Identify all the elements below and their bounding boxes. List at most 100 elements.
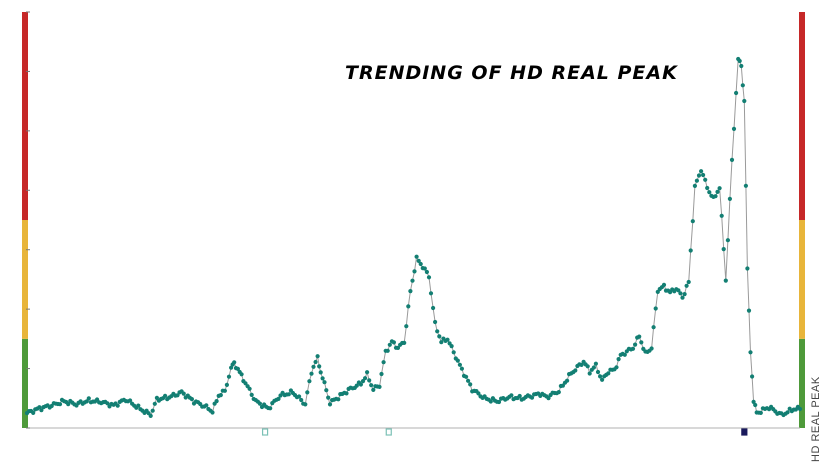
data-point [684,283,689,288]
data-point [600,377,605,382]
data-point [320,376,325,381]
data-point [439,340,444,345]
data-point [546,396,551,401]
data-point [748,350,753,355]
data-point [694,178,700,183]
data-point [367,378,372,383]
data-point [365,370,370,375]
data-point [729,157,735,162]
data-point [39,408,44,413]
data-point [305,390,310,395]
data-point [235,366,240,371]
data-point [705,185,710,191]
data-point [268,406,273,411]
data-point [426,275,432,280]
data-point [701,172,706,178]
data-point [204,403,209,408]
data-point [745,266,750,271]
data-point [418,261,423,267]
data-point [247,386,252,391]
data-point [715,189,720,194]
data-point [637,334,642,339]
data-point [585,364,590,369]
event-markers [261,428,748,436]
data-point [317,364,322,369]
data-point [371,387,376,392]
data-point [249,392,254,397]
data-point [402,340,407,345]
data-point [468,382,473,387]
data-point [210,410,215,415]
data-point [682,292,687,297]
data-point [307,379,312,384]
data-point [218,393,223,398]
data-point [455,358,460,363]
series-line [26,57,801,417]
data-point [226,374,232,379]
data-point [560,383,566,388]
data-point [797,406,803,412]
data-point [222,388,227,393]
data-point [243,381,248,386]
data-point [661,282,667,287]
data-point [579,362,584,367]
data-point [451,350,456,355]
data-point [86,396,91,401]
chart-title: TRENDING OF HD REAL PEAK [345,62,678,84]
data-point [435,329,440,334]
data-point [297,394,302,399]
data-point [163,393,168,398]
data-point [406,304,411,309]
data-point [556,390,561,395]
data-point [622,352,627,357]
data-point [466,378,471,383]
data-point [723,278,728,283]
data-point [751,399,756,404]
data-point [476,391,481,396]
data-point [719,213,724,218]
axis [26,11,800,429]
data-point [257,401,262,406]
data-point [437,334,442,339]
data-point [66,402,71,407]
data-point [322,380,327,385]
data-point [369,383,374,388]
data-point [529,395,535,400]
data-point [377,384,382,389]
data-point [150,408,155,413]
data-point [459,366,464,371]
data-point [327,402,333,407]
data-point [731,126,737,131]
data-point [686,279,691,285]
data-point [431,305,436,311]
data-point [587,371,592,376]
data-point [324,388,329,393]
data-point [703,177,708,182]
zone-green-segment [799,338,805,428]
zone-red-segment [799,12,805,220]
data-point [606,371,611,376]
data-point [309,371,314,376]
data-point [313,359,318,365]
data-point [758,410,763,415]
zone-bar-left [22,12,28,428]
data-point [616,357,621,362]
data-point [311,364,316,369]
data-point [488,399,493,404]
data-point [128,398,133,403]
zone-green-segment [22,338,28,428]
data-point [649,346,654,351]
data-point [750,374,755,379]
data-point [136,403,141,408]
data-point [31,410,36,415]
data-point [445,337,450,342]
data-point [379,371,384,377]
data-point [412,269,417,274]
data-point [428,291,434,296]
data-point [598,374,603,379]
data-point [115,403,120,408]
data-point [363,376,368,381]
data-point [678,291,683,296]
data-point [449,344,454,349]
